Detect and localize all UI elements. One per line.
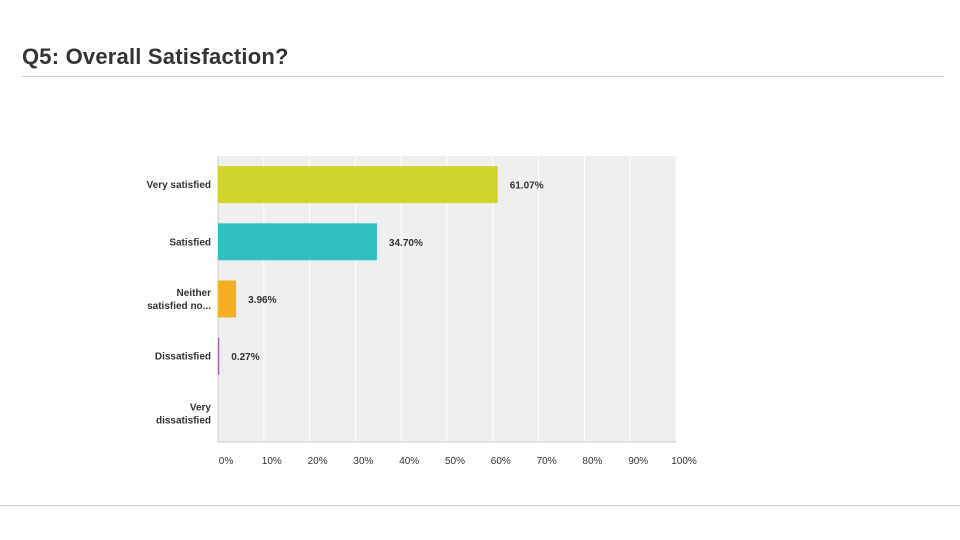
title-divider <box>22 76 944 77</box>
category-label: Very satisfied <box>147 180 211 191</box>
bar <box>218 166 498 204</box>
category-label: Dissatisfied <box>155 352 211 363</box>
x-axis-ticks: 0% 10% 20% 30% 40% 50% 60% 70% 80% 90% 100% <box>219 456 697 467</box>
data-label: 3.96% <box>248 295 276 306</box>
category-label: satisfied no... <box>147 301 211 312</box>
x-tick-label: 10% <box>262 456 282 467</box>
data-label: 0.27% <box>231 352 259 363</box>
x-tick-label: 90% <box>628 456 648 467</box>
bar <box>218 223 377 261</box>
x-tick-label: 40% <box>399 456 419 467</box>
bars: 61.07% 34.70% 3.96% 0.27% <box>218 166 544 375</box>
x-tick-label: 20% <box>308 456 328 467</box>
x-tick-label: 50% <box>445 456 465 467</box>
bar <box>218 280 237 318</box>
footer-divider <box>0 505 960 506</box>
category-label: Satisfied <box>169 237 211 248</box>
bar <box>218 337 220 375</box>
gridlines <box>217 156 677 443</box>
x-tick-label: 0% <box>219 456 234 467</box>
category-label: Neither <box>177 288 212 299</box>
x-tick-label: 70% <box>537 456 557 467</box>
category-label: Very <box>190 402 212 413</box>
x-tick-label: 100% <box>671 456 697 467</box>
data-label: 34.70% <box>389 238 423 249</box>
x-tick-label: 30% <box>353 456 373 467</box>
x-tick-label: 80% <box>582 456 602 467</box>
slide-title: Q5: Overall Satisfaction? <box>22 44 289 69</box>
x-tick-label: 60% <box>491 456 511 467</box>
data-label: 61.07% <box>510 181 544 192</box>
category-labels: Very satisfied Satisfied Neither satisfied … <box>147 180 212 426</box>
category-label: dissatisfied <box>156 415 211 426</box>
